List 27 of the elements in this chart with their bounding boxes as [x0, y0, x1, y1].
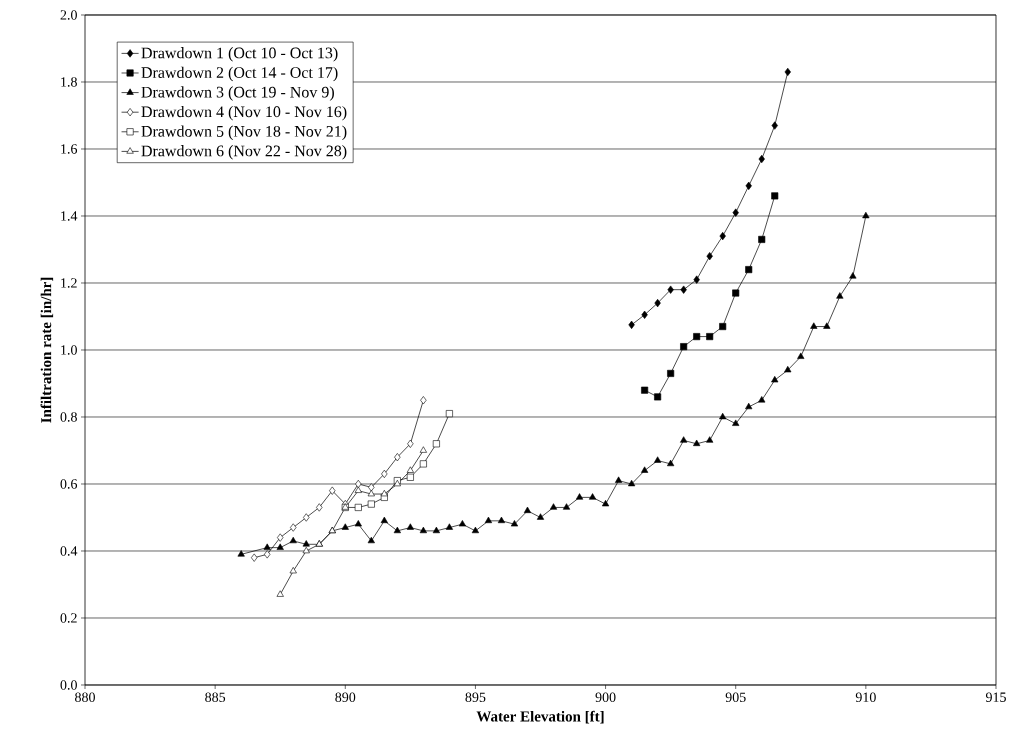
- x-tick-label: 885: [205, 692, 226, 702]
- legend-label: Drawdown 5 (Nov 18 - Nov 21): [141, 125, 347, 140]
- x-tick-label: 905: [725, 692, 746, 702]
- legend-label: Drawdown 1 (Oct 10 - Oct 13): [141, 47, 338, 62]
- x-tick-label: 915: [985, 692, 1006, 702]
- y-tick-label: 1.0: [61, 345, 77, 355]
- x-tick-label: 890: [335, 692, 356, 702]
- legend-label: Drawdown 4 (Nov 10 - Nov 16): [141, 105, 347, 121]
- y-tick-label: 1.4: [61, 211, 78, 221]
- y-axis-title: Infiltration rate [in/hr]: [40, 277, 54, 423]
- x-axis-title: Water Elevation [ft]: [476, 710, 604, 724]
- legend-label: Drawdown 2 (Oct 14 - Oct 17): [141, 66, 338, 82]
- legend-label: Drawdown 6 (Nov 22 - Nov 28): [141, 145, 347, 160]
- legend-label: Drawdown 3 (Oct 19 - Nov 9): [141, 86, 334, 101]
- y-tick-label: 2.0: [60, 10, 77, 20]
- y-tick-label: 0.0: [60, 680, 77, 690]
- y-tick-label: 0.6: [60, 479, 78, 489]
- x-tick-label: 880: [75, 692, 95, 702]
- y-tick-label: 0.2: [60, 613, 77, 623]
- y-tick-label: 1.2: [61, 278, 77, 288]
- x-tick-label: 900: [595, 692, 616, 702]
- y-tick-label: 0.4: [60, 546, 78, 556]
- y-tick-label: 1.6: [61, 144, 78, 154]
- y-tick-label: 0.8: [60, 412, 77, 422]
- x-tick-label: 895: [465, 692, 486, 702]
- x-tick-label: 910: [855, 692, 876, 702]
- y-tick-label: 1.8: [61, 77, 77, 87]
